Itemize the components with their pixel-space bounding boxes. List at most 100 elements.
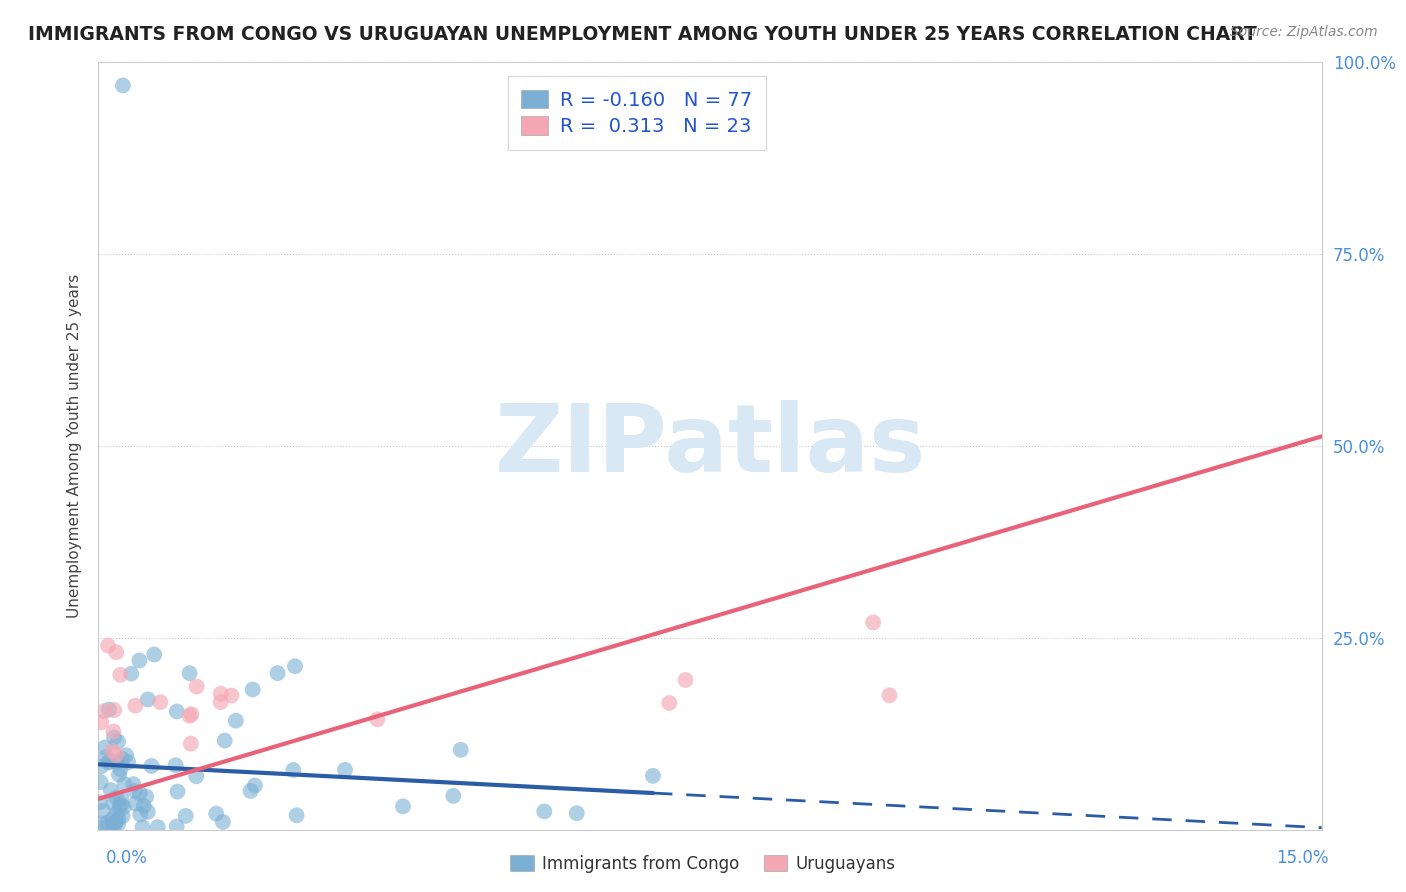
Point	[94, 740, 117, 755]
Point	[128, 653, 150, 667]
Point	[97, 756, 120, 770]
Point	[283, 763, 305, 777]
Point	[675, 673, 697, 687]
Point	[179, 666, 201, 681]
Point	[533, 805, 555, 819]
Point	[110, 797, 132, 812]
Point	[104, 814, 127, 829]
Point	[333, 763, 356, 777]
Point	[90, 759, 112, 773]
Point	[111, 752, 134, 766]
Point	[214, 733, 236, 747]
Point	[104, 814, 127, 829]
Point	[94, 750, 117, 764]
Point	[186, 769, 208, 783]
Point	[166, 784, 188, 798]
Point	[212, 814, 235, 829]
Point	[122, 777, 145, 791]
Point	[107, 734, 129, 748]
Point	[128, 787, 150, 801]
Point	[285, 808, 308, 822]
Legend: Immigrants from Congo, Uruguayans: Immigrants from Congo, Uruguayans	[503, 848, 903, 880]
Point	[124, 784, 146, 798]
Point	[879, 689, 901, 703]
Point	[221, 689, 243, 703]
Point	[136, 692, 159, 706]
Point	[103, 820, 125, 834]
Point	[97, 639, 120, 653]
Point	[93, 704, 115, 718]
Point	[225, 714, 247, 728]
Point	[243, 779, 266, 793]
Point	[105, 747, 128, 762]
Point	[108, 767, 131, 781]
Legend: R = -0.160   N = 77, R =  0.313   N = 23: R = -0.160 N = 77, R = 0.313 N = 23	[508, 76, 766, 150]
Point	[90, 816, 112, 830]
Point	[658, 696, 681, 710]
Point	[111, 78, 134, 93]
Point	[101, 744, 124, 758]
Point	[209, 695, 232, 709]
Point	[132, 799, 155, 814]
Point	[180, 737, 202, 751]
Point	[284, 659, 307, 673]
Point	[441, 789, 464, 803]
Point	[97, 702, 120, 716]
Point	[239, 784, 262, 798]
Point	[135, 789, 157, 804]
Text: ZIPatlas: ZIPatlas	[495, 400, 925, 492]
Point	[105, 790, 128, 805]
Point	[105, 645, 128, 659]
Point	[166, 820, 188, 834]
Point	[107, 812, 129, 826]
Point	[96, 815, 118, 830]
Point	[392, 799, 415, 814]
Point	[124, 698, 146, 713]
Point	[90, 715, 112, 730]
Point	[107, 817, 129, 831]
Point	[110, 791, 132, 805]
Point	[110, 668, 132, 682]
Point	[117, 756, 139, 770]
Point	[366, 712, 388, 726]
Point	[101, 812, 124, 826]
Y-axis label: Unemployment Among Youth under 25 years: Unemployment Among Youth under 25 years	[66, 274, 82, 618]
Point	[129, 807, 152, 822]
Point	[180, 707, 202, 722]
Point	[112, 777, 135, 791]
Point	[266, 666, 288, 681]
Point	[111, 809, 134, 823]
Point	[105, 756, 128, 770]
Point	[112, 800, 135, 814]
Point	[242, 682, 264, 697]
Point	[91, 804, 114, 818]
Point	[90, 775, 112, 789]
Point	[124, 797, 146, 811]
Point	[115, 748, 138, 763]
Point	[105, 805, 128, 820]
Point	[149, 695, 172, 709]
Point	[110, 762, 132, 776]
Point	[103, 703, 125, 717]
Point	[166, 705, 188, 719]
Point	[98, 755, 121, 769]
Point	[103, 816, 125, 830]
Point	[209, 687, 232, 701]
Point	[165, 758, 187, 772]
Text: 15.0%: 15.0%	[1277, 849, 1329, 867]
Point	[641, 769, 664, 783]
Point	[174, 809, 197, 823]
Point	[103, 797, 125, 811]
Point	[131, 820, 153, 834]
Text: 0.0%: 0.0%	[105, 849, 148, 867]
Text: Source: ZipAtlas.com: Source: ZipAtlas.com	[1230, 25, 1378, 39]
Point	[141, 759, 163, 773]
Text: IMMIGRANTS FROM CONGO VS URUGUAYAN UNEMPLOYMENT AMONG YOUTH UNDER 25 YEARS CORRE: IMMIGRANTS FROM CONGO VS URUGUAYAN UNEMP…	[28, 25, 1257, 44]
Point	[186, 680, 208, 694]
Point	[143, 648, 166, 662]
Point	[96, 820, 118, 834]
Point	[450, 743, 472, 757]
Point	[103, 731, 125, 745]
Point	[205, 806, 228, 821]
Point	[862, 615, 884, 630]
